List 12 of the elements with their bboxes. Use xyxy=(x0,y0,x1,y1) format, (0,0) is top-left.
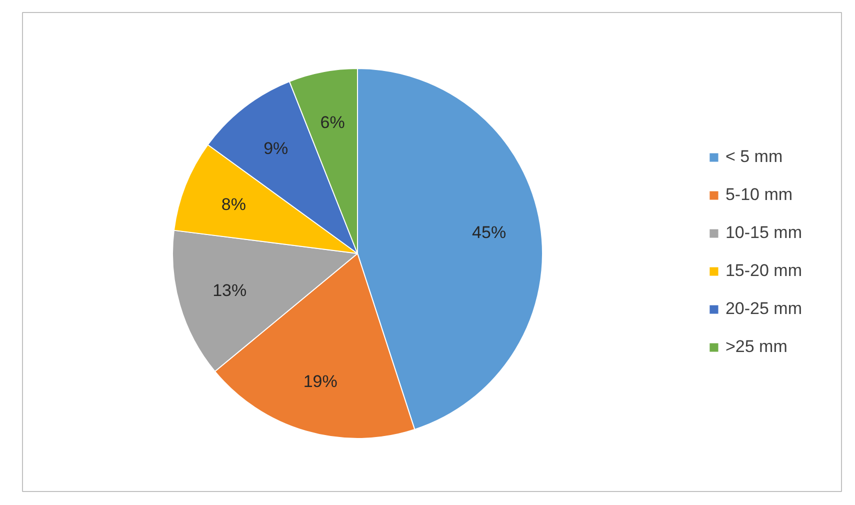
legend-label: 10-15 mm xyxy=(725,223,802,243)
legend-label: < 5 mm xyxy=(725,147,783,167)
data-label: 45% xyxy=(472,223,506,242)
data-label: 19% xyxy=(303,372,338,391)
legend-label: >25 mm xyxy=(725,337,788,357)
data-label: 9% xyxy=(264,138,288,158)
legend-label: 15-20 mm xyxy=(725,261,802,281)
legend-label: 20-25 mm xyxy=(725,299,802,319)
data-label: 13% xyxy=(212,281,247,300)
data-label: 8% xyxy=(221,194,246,214)
data-label: 6% xyxy=(320,113,345,132)
legend-label: 5-10 mm xyxy=(725,185,793,205)
